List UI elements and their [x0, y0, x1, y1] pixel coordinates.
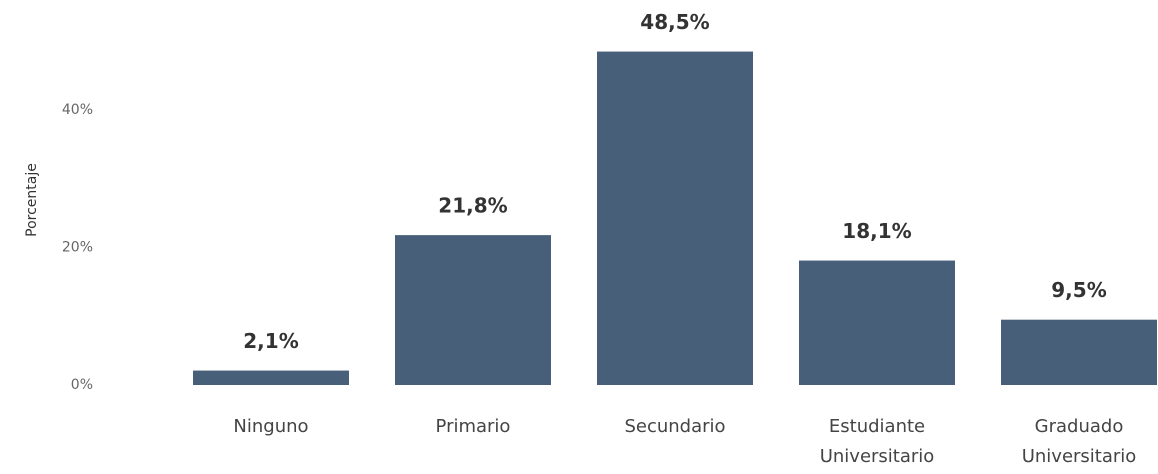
bar — [193, 370, 349, 385]
bar — [1001, 319, 1157, 385]
bar — [597, 51, 753, 385]
data-label: 2,1% — [243, 329, 298, 353]
x-tick-label: Graduado Universitario — [1021, 416, 1137, 467]
x-tick-label: Estudiante Universitario — [819, 416, 935, 467]
data-label: 21,8% — [438, 194, 507, 218]
data-label: 18,1% — [842, 219, 911, 243]
bar — [395, 235, 551, 385]
x-tick-label: Primario — [435, 416, 511, 437]
x-tick-label: Ninguno — [233, 416, 309, 437]
bar — [799, 260, 955, 385]
y-axis-title: Porcentaje — [24, 163, 40, 237]
y-tick-label: 20% — [62, 240, 93, 256]
data-label: 48,5% — [640, 10, 709, 34]
data-label: 9,5% — [1051, 278, 1106, 302]
y-tick-label: 0% — [71, 377, 93, 393]
y-tick-label: 40% — [62, 102, 93, 118]
x-tick-label: Secundario — [624, 416, 726, 437]
